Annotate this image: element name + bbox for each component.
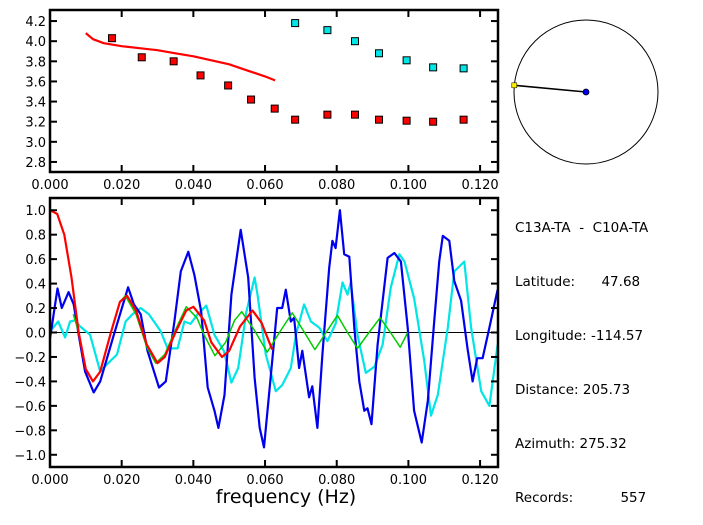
y-tick-label: 1.0	[25, 204, 46, 219]
records-value: 557	[620, 490, 647, 506]
red-points-point	[375, 115, 384, 124]
red-points-point	[270, 104, 279, 113]
y-tick-label: −0.2	[14, 351, 46, 366]
chart-panel-2: 0.000 0.020 0.040 0.060 0.080 0.100 0.120 −1.0 −…	[14, 196, 500, 508]
x-tick-label: 0.100	[390, 473, 427, 488]
y-tick-label: 3.2	[25, 116, 46, 131]
x-axis-label: frequency (Hz)	[216, 486, 356, 508]
x-tick-label: 0.060	[246, 473, 283, 488]
red-points-point	[429, 117, 438, 126]
cyan-points-point	[350, 37, 359, 46]
x-tick-label: 0.040	[175, 178, 212, 193]
x-tick-label: 0.120	[461, 473, 498, 488]
x-tick-label: 0.080	[318, 178, 355, 193]
red-points-point	[402, 116, 411, 125]
cyan-points-point	[323, 26, 332, 35]
y-tick-label: 0.2	[25, 302, 46, 317]
x-tick-label: 0.000	[31, 473, 68, 488]
y-tick-label: 0.6	[25, 253, 46, 268]
azimuth-line	[514, 84, 587, 93]
latitude-value: 47.68	[601, 274, 641, 290]
y-tick-label: 0.0	[25, 327, 46, 342]
plot-frame	[48, 8, 500, 174]
y-tick-label: 4.0	[25, 35, 46, 50]
longitude-row: Longitude: -114.57	[515, 328, 644, 344]
red-points-point	[137, 53, 146, 62]
y-tick-label: 2.8	[25, 156, 46, 171]
x-tick-label: 0.020	[103, 178, 140, 193]
cyan-points-point	[459, 64, 468, 73]
red-points-point	[291, 115, 300, 124]
red-line	[50, 209, 274, 383]
azimuth-value: 275.32	[579, 436, 627, 452]
y-tick-label: 3.8	[25, 55, 46, 70]
y-tick-label: 3.0	[25, 136, 46, 151]
red-points-point	[224, 81, 233, 90]
latitude-row: Latitude: 47.68	[515, 274, 641, 290]
red-points-point	[169, 57, 178, 66]
longitude-value: -114.57	[591, 328, 644, 344]
red-points-point	[196, 71, 205, 80]
y-tick-label: 3.6	[25, 75, 46, 90]
x-tick-label: 0.100	[390, 178, 427, 193]
azimuth-map	[511, 19, 659, 165]
y-tick-label: 0.8	[25, 229, 46, 244]
center-station-marker	[582, 88, 590, 96]
station-pair: C13A-TA - C10A-TA	[515, 220, 649, 236]
x-tick-label: 0.060	[246, 178, 283, 193]
station-info: C13A-TA - C10A-TA Latitude: 47.68 Longitu…	[515, 183, 648, 525]
red-points-point	[459, 115, 468, 124]
records-row: Records: 557	[515, 490, 647, 506]
range-circle	[513, 19, 659, 165]
red-points-point	[247, 95, 256, 104]
cyan-points-point	[402, 56, 411, 65]
cyan-points-point	[291, 19, 300, 28]
y-tick-label: 3.4	[25, 96, 46, 111]
distance-row: Distance: 205.73	[515, 382, 631, 398]
source-station-marker	[511, 82, 518, 89]
red-points-point	[108, 34, 117, 43]
x-tick-label: 0.120	[461, 178, 498, 193]
x-tick-label: 0.000	[31, 178, 68, 193]
y-tick-label: −0.8	[14, 424, 46, 439]
chart-panel-1: 0.000 0.020 0.040 0.060 0.080 0.100 0.120 2.8 3.…	[25, 8, 500, 193]
y-tick-label: −0.6	[14, 400, 46, 415]
y-tick-label: −1.0	[14, 449, 46, 464]
distance-value: 205.73	[582, 382, 631, 398]
cyan-points-point	[375, 49, 384, 58]
red-curve-line	[85, 32, 276, 82]
red-points-point	[323, 110, 332, 119]
x-tick-label: 0.080	[318, 473, 355, 488]
x-tick-label: 0.040	[175, 473, 212, 488]
y-tick-label: 0.4	[25, 278, 46, 293]
cyan-points-point	[429, 63, 438, 72]
cyan-line	[50, 253, 498, 417]
blue-line	[50, 209, 498, 449]
azimuth-row: Azimuth: 275.32	[515, 436, 627, 452]
red-points-point	[350, 110, 359, 119]
y-tick-label: −0.4	[14, 375, 46, 390]
x-tick-label: 0.020	[103, 473, 140, 488]
y-tick-label: 4.2	[25, 15, 46, 30]
